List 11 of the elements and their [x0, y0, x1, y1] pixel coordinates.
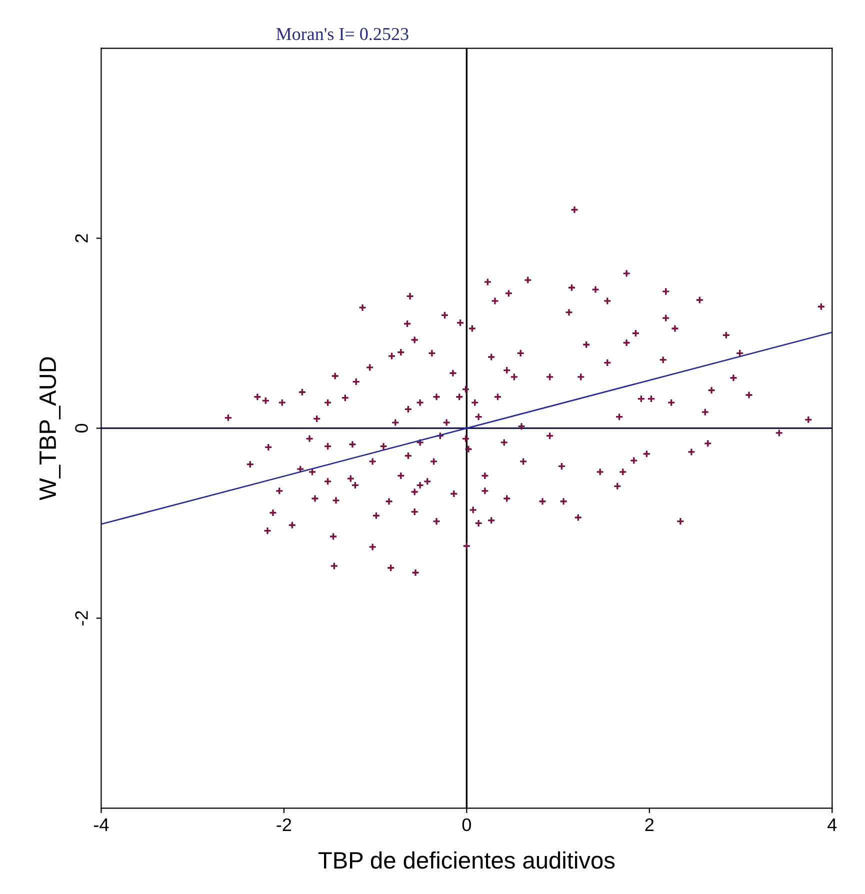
- y-axis-title: W_TBP_AUD: [40, 357, 61, 500]
- x-tick-label: 4: [828, 818, 837, 831]
- y-tick-label: -2: [75, 611, 88, 626]
- x-tick-label: 2: [645, 818, 654, 831]
- x-tick-label: -4: [94, 818, 109, 831]
- y-tick-label: 2: [75, 234, 88, 242]
- chart-title: Moran's I= 0.2523: [276, 28, 408, 40]
- x-tick-label: 0: [462, 818, 471, 832]
- x-tick-label: -2: [276, 818, 292, 831]
- x-axis-title: TBP de deficientes auditivos: [318, 851, 615, 869]
- y-tick-label: 0: [75, 424, 88, 433]
